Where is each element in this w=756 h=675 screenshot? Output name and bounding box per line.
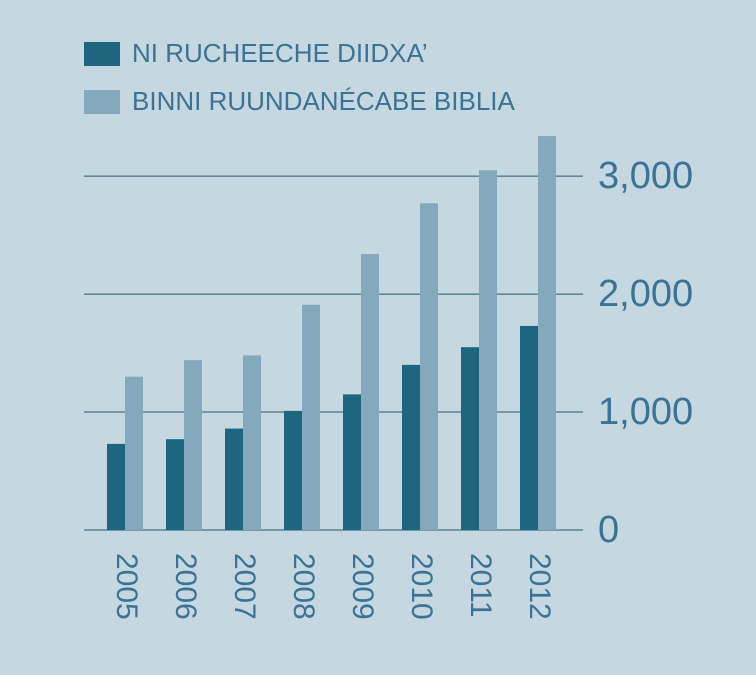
bar (184, 360, 202, 530)
x-tick-label: 2006 (169, 553, 202, 620)
x-tick-label: 2011 (464, 553, 497, 618)
bar (479, 170, 497, 530)
x-tick-label: 2005 (110, 553, 143, 620)
x-tick-label: 2009 (346, 553, 379, 620)
legend-label: BINNI RUUNDANÉCABE BIBLIA (132, 86, 516, 116)
x-tick-label: 2007 (228, 553, 261, 620)
bar (243, 355, 261, 530)
legend-swatch (84, 90, 120, 114)
y-tick-label: 3,000 (598, 155, 693, 197)
x-tick-label: 2008 (287, 553, 320, 620)
bar (461, 347, 479, 530)
bar (107, 443, 125, 530)
bar (402, 364, 420, 530)
bar (302, 304, 320, 530)
legend-swatch (84, 42, 120, 66)
bar (166, 439, 184, 530)
bar (520, 325, 538, 530)
bar (420, 203, 438, 530)
y-tick-label: 2,000 (598, 273, 693, 315)
x-tick-label: 2012 (523, 553, 556, 620)
bar (538, 136, 556, 530)
legend-label: NI RUCHEECHE DIIDXA’ (132, 38, 428, 68)
y-tick-label: 1,000 (598, 391, 693, 433)
bar (125, 376, 143, 530)
y-tick-label: 0 (598, 509, 619, 551)
x-tick-label: 2010 (405, 553, 438, 620)
bar (225, 428, 243, 530)
bar (361, 254, 379, 531)
bar (284, 410, 302, 530)
bar (343, 394, 361, 530)
